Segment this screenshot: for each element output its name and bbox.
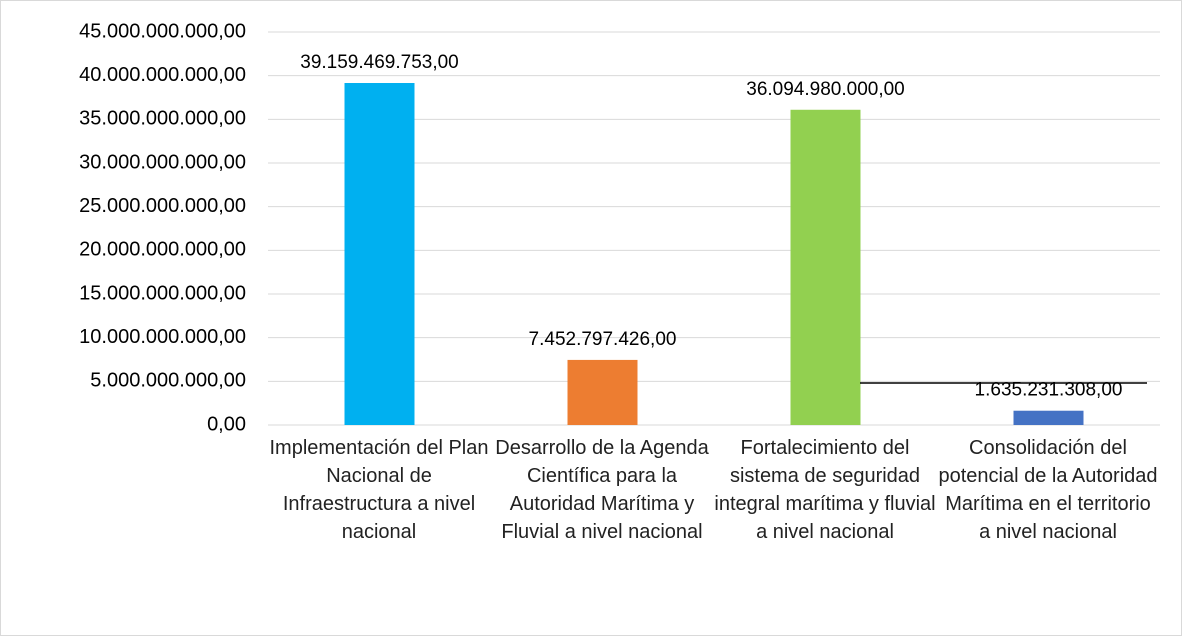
data-label: 7.452.797.426,00 xyxy=(529,329,677,350)
x-tick-label: Consolidación del potencial de la Autori… xyxy=(938,437,1158,543)
y-tick-label: 40.000.000.000,00 xyxy=(79,64,246,86)
y-tick-label: 5.000.000.000,00 xyxy=(90,370,246,392)
y-tick-label: 0,00 xyxy=(207,413,246,435)
data-label: 1.635.231.308,00 xyxy=(975,380,1123,401)
bar xyxy=(790,109,861,425)
y-tick-label: 10.000.000.000,00 xyxy=(79,326,246,348)
bar xyxy=(567,359,638,425)
data-label: 36.094.980.000,00 xyxy=(746,79,905,100)
data-label: 39.159.469.753,00 xyxy=(300,52,459,73)
x-tick-label: Implementación del Plan Nacional de Infr… xyxy=(269,437,489,543)
y-tick-label: 45.000.000.000,00 xyxy=(79,20,246,42)
bar xyxy=(344,83,415,425)
y-tick-label: 25.000.000.000,00 xyxy=(79,195,246,217)
y-tick-label: 20.000.000.000,00 xyxy=(79,239,246,261)
bar xyxy=(1013,410,1084,425)
y-tick-label: 15.000.000.000,00 xyxy=(79,282,246,304)
y-tick-label: 35.000.000.000,00 xyxy=(79,108,246,130)
x-tick-label: Fortalecimiento del sistema de seguridad… xyxy=(714,437,936,543)
y-tick-label: 30.000.000.000,00 xyxy=(79,151,246,173)
x-tick-label: Desarrollo de la Agenda Científica para … xyxy=(495,437,709,543)
